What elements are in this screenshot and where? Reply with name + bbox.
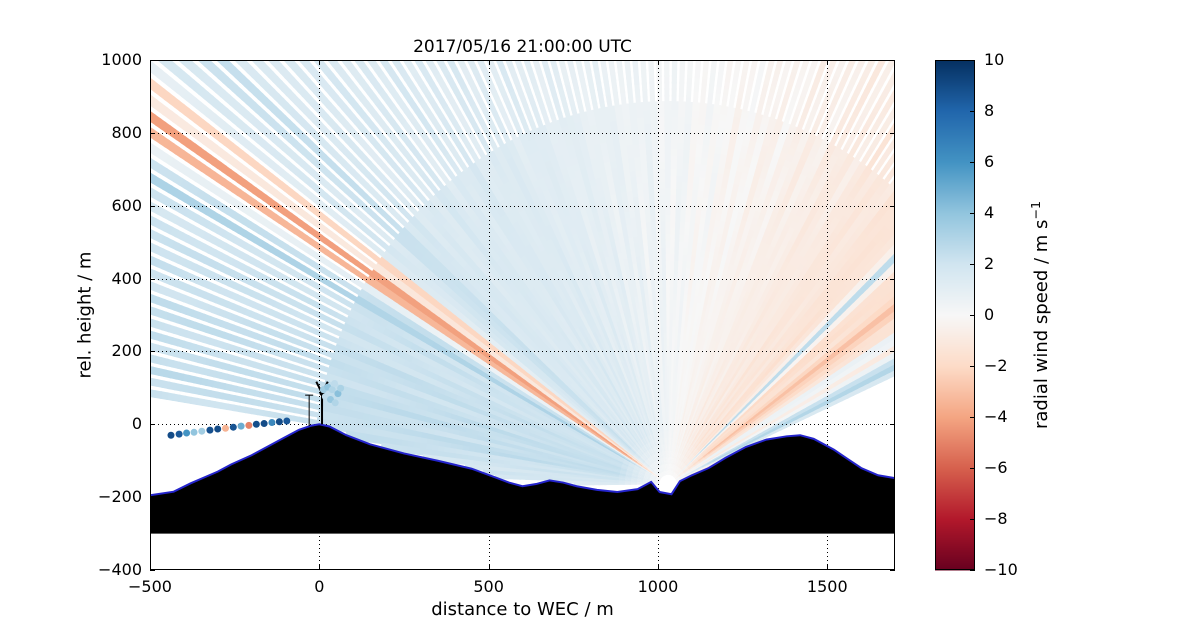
y-tick-label: 400 (111, 268, 142, 288)
colorbar-tick-label: 2 (984, 254, 995, 273)
colorbar-tick-label: −10 (984, 560, 1018, 579)
colorbar-tick-label: −2 (984, 356, 1008, 375)
colorbar-tick-label: 8 (984, 101, 995, 120)
colorbar-tick-label: 4 (984, 203, 995, 222)
colorbar-tick-label: 10 (984, 50, 1005, 69)
x-tick-label: 500 (473, 577, 504, 596)
y-tick-label: −400 (98, 560, 142, 579)
y-tick-label: 200 (111, 341, 142, 361)
colorbar-tick-label: 6 (984, 152, 995, 171)
x-tick-label: −500 (128, 577, 172, 596)
y-tick-label: 600 (111, 195, 142, 215)
colorbar-tick-label: −6 (984, 458, 1008, 477)
y-tick-label: 0 (131, 414, 142, 434)
x-tick-label: 0 (314, 577, 325, 596)
y-tick-label: −200 (98, 487, 142, 507)
y-tick-label: 1000 (101, 50, 142, 69)
x-axis-label: distance to WEC / m (431, 599, 614, 620)
colorbar-tick-label: −4 (984, 407, 1008, 426)
plot-title: 2017/05/16 21:00:00 UTC (413, 37, 632, 57)
x-tick-label: 1000 (637, 577, 679, 596)
colorbar-tick-label: −8 (984, 509, 1008, 528)
x-tick-label: 1500 (806, 577, 848, 596)
colorbar-tick-label: 0 (984, 305, 995, 324)
y-tick-label: 800 (111, 122, 142, 142)
